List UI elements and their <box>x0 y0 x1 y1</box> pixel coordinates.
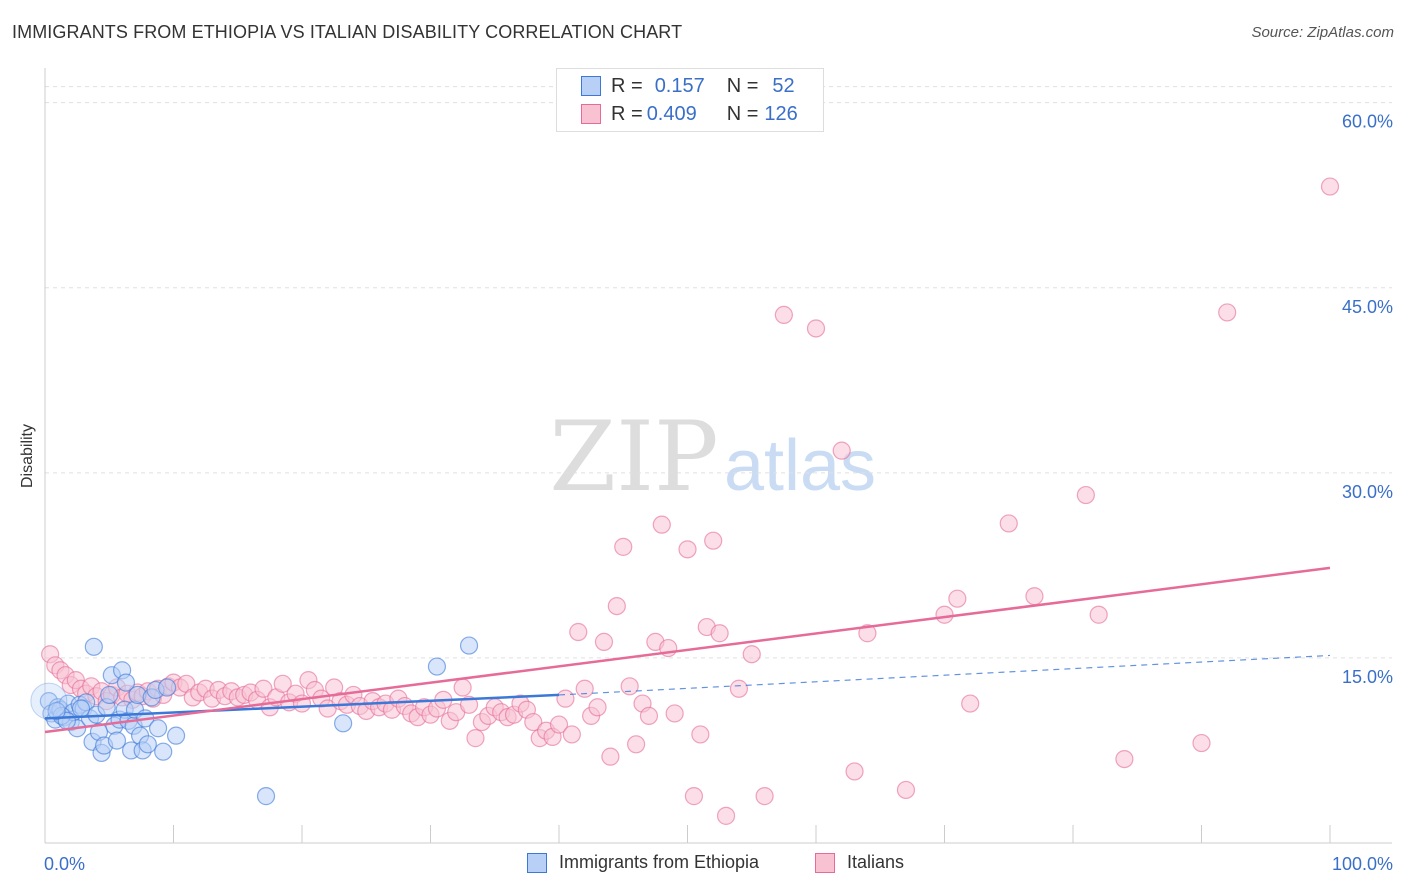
ethiopia-swatch <box>581 76 601 96</box>
point-italians <box>1320 177 1340 196</box>
legend-row-ethiopia: R = 0.157 N = 52 <box>581 73 795 99</box>
point-italians <box>845 762 864 781</box>
point-italians <box>620 677 639 696</box>
r-value-italians: 0.409 <box>646 102 697 125</box>
point-italians <box>569 622 588 642</box>
correlation-legend: R = 0.157 N = 52 R = 0.409 N = 126 <box>556 68 824 132</box>
point-italians <box>1192 733 1211 753</box>
point-ethiopia <box>116 673 136 692</box>
point-italians <box>575 679 594 698</box>
watermark-atlas: atlas <box>724 426 876 506</box>
point-italians <box>607 596 626 616</box>
n-label: N = <box>726 74 759 97</box>
point-italians <box>742 645 761 664</box>
point-ethiopia <box>148 719 168 738</box>
point-italians <box>710 624 729 643</box>
point-italians <box>691 725 710 744</box>
point-italians <box>626 735 646 754</box>
y-tick-label: 30.0% <box>1342 482 1393 502</box>
point-italians <box>935 605 954 624</box>
point-italians <box>665 704 684 723</box>
point-ethiopia <box>334 714 353 733</box>
point-italians <box>755 787 774 806</box>
point-italians <box>729 679 749 698</box>
point-italians <box>562 725 581 744</box>
italians-legend-swatch <box>815 852 835 873</box>
point-ethiopia <box>154 742 173 761</box>
point-italians <box>716 806 736 825</box>
legend-label-italians: Italians <box>847 852 905 872</box>
point-italians <box>1115 749 1134 769</box>
point-italians <box>466 729 485 748</box>
point-ethiopia <box>256 787 276 806</box>
point-italians <box>684 787 704 806</box>
point-italians <box>832 441 851 460</box>
point-ethiopia <box>47 701 66 721</box>
point-italians <box>858 624 877 643</box>
point-italians <box>588 698 607 717</box>
ethiopia-legend-swatch <box>527 852 547 873</box>
point-italians <box>652 515 671 534</box>
point-italians <box>704 531 723 550</box>
y-tick-label: 15.0% <box>1342 667 1393 687</box>
point-italians <box>639 706 659 726</box>
point-ethiopia <box>166 726 186 745</box>
point-italians <box>459 695 479 714</box>
point-italians <box>1089 605 1108 624</box>
point-italians <box>273 674 292 693</box>
y-tick-label: 60.0% <box>1342 112 1393 132</box>
point-ethiopia <box>427 657 447 676</box>
point-ethiopia <box>71 699 91 718</box>
x-tick-label-max: 100.0% <box>1332 854 1393 874</box>
x-tick-label-min: 0.0% <box>44 854 85 874</box>
point-ethiopia <box>100 685 119 705</box>
n-value-italians: 126 <box>764 102 798 125</box>
trendline-ethiopia-extension <box>558 654 1331 696</box>
n-label: N = <box>726 102 759 125</box>
point-italians <box>806 319 826 338</box>
point-italians <box>1076 485 1095 505</box>
r-value-ethiopia: 0.157 <box>654 74 705 97</box>
point-italians <box>1025 587 1044 606</box>
r-label: R = <box>611 102 643 125</box>
point-italians <box>254 679 273 698</box>
watermark-zip: ZIP <box>549 401 718 513</box>
legend-row-italians: R = 0.409 N = 126 <box>581 101 798 127</box>
point-ethiopia <box>459 636 479 655</box>
point-italians <box>678 540 697 559</box>
point-italians <box>594 632 614 651</box>
point-ethiopia <box>107 731 127 750</box>
point-italians <box>999 514 1018 533</box>
legend-item-italians: Italians <box>815 852 904 873</box>
point-italians <box>549 715 569 734</box>
chart-source: Source: ZipAtlas.com <box>1251 24 1394 41</box>
point-italians <box>961 694 980 713</box>
point-italians <box>614 537 633 556</box>
point-ethiopia <box>138 735 157 754</box>
point-italians <box>556 689 575 708</box>
n-value-ethiopia: 52 <box>772 74 795 97</box>
point-italians <box>453 678 472 697</box>
point-italians <box>774 305 793 325</box>
legend-item-ethiopia: Immigrants from Ethiopia <box>527 852 759 873</box>
point-italians <box>896 780 916 800</box>
chart-title: IMMIGRANTS FROM ETHIOPIA VS ITALIAN DISA… <box>12 22 683 42</box>
r-label: R = <box>611 74 643 97</box>
point-italians <box>601 747 620 766</box>
italians-swatch <box>581 104 601 124</box>
point-italians <box>1218 303 1237 322</box>
point-italians <box>524 712 543 732</box>
point-italians <box>948 589 967 608</box>
point-ethiopia <box>84 637 103 656</box>
point-ethiopia-large <box>30 682 68 720</box>
legend-label-ethiopia: Immigrants from Ethiopia <box>559 852 760 872</box>
y-tick-label: 45.0% <box>1342 297 1393 317</box>
trendline-ethiopia <box>44 693 560 720</box>
point-ethiopia <box>157 678 177 697</box>
trendline-italians <box>44 566 1331 734</box>
